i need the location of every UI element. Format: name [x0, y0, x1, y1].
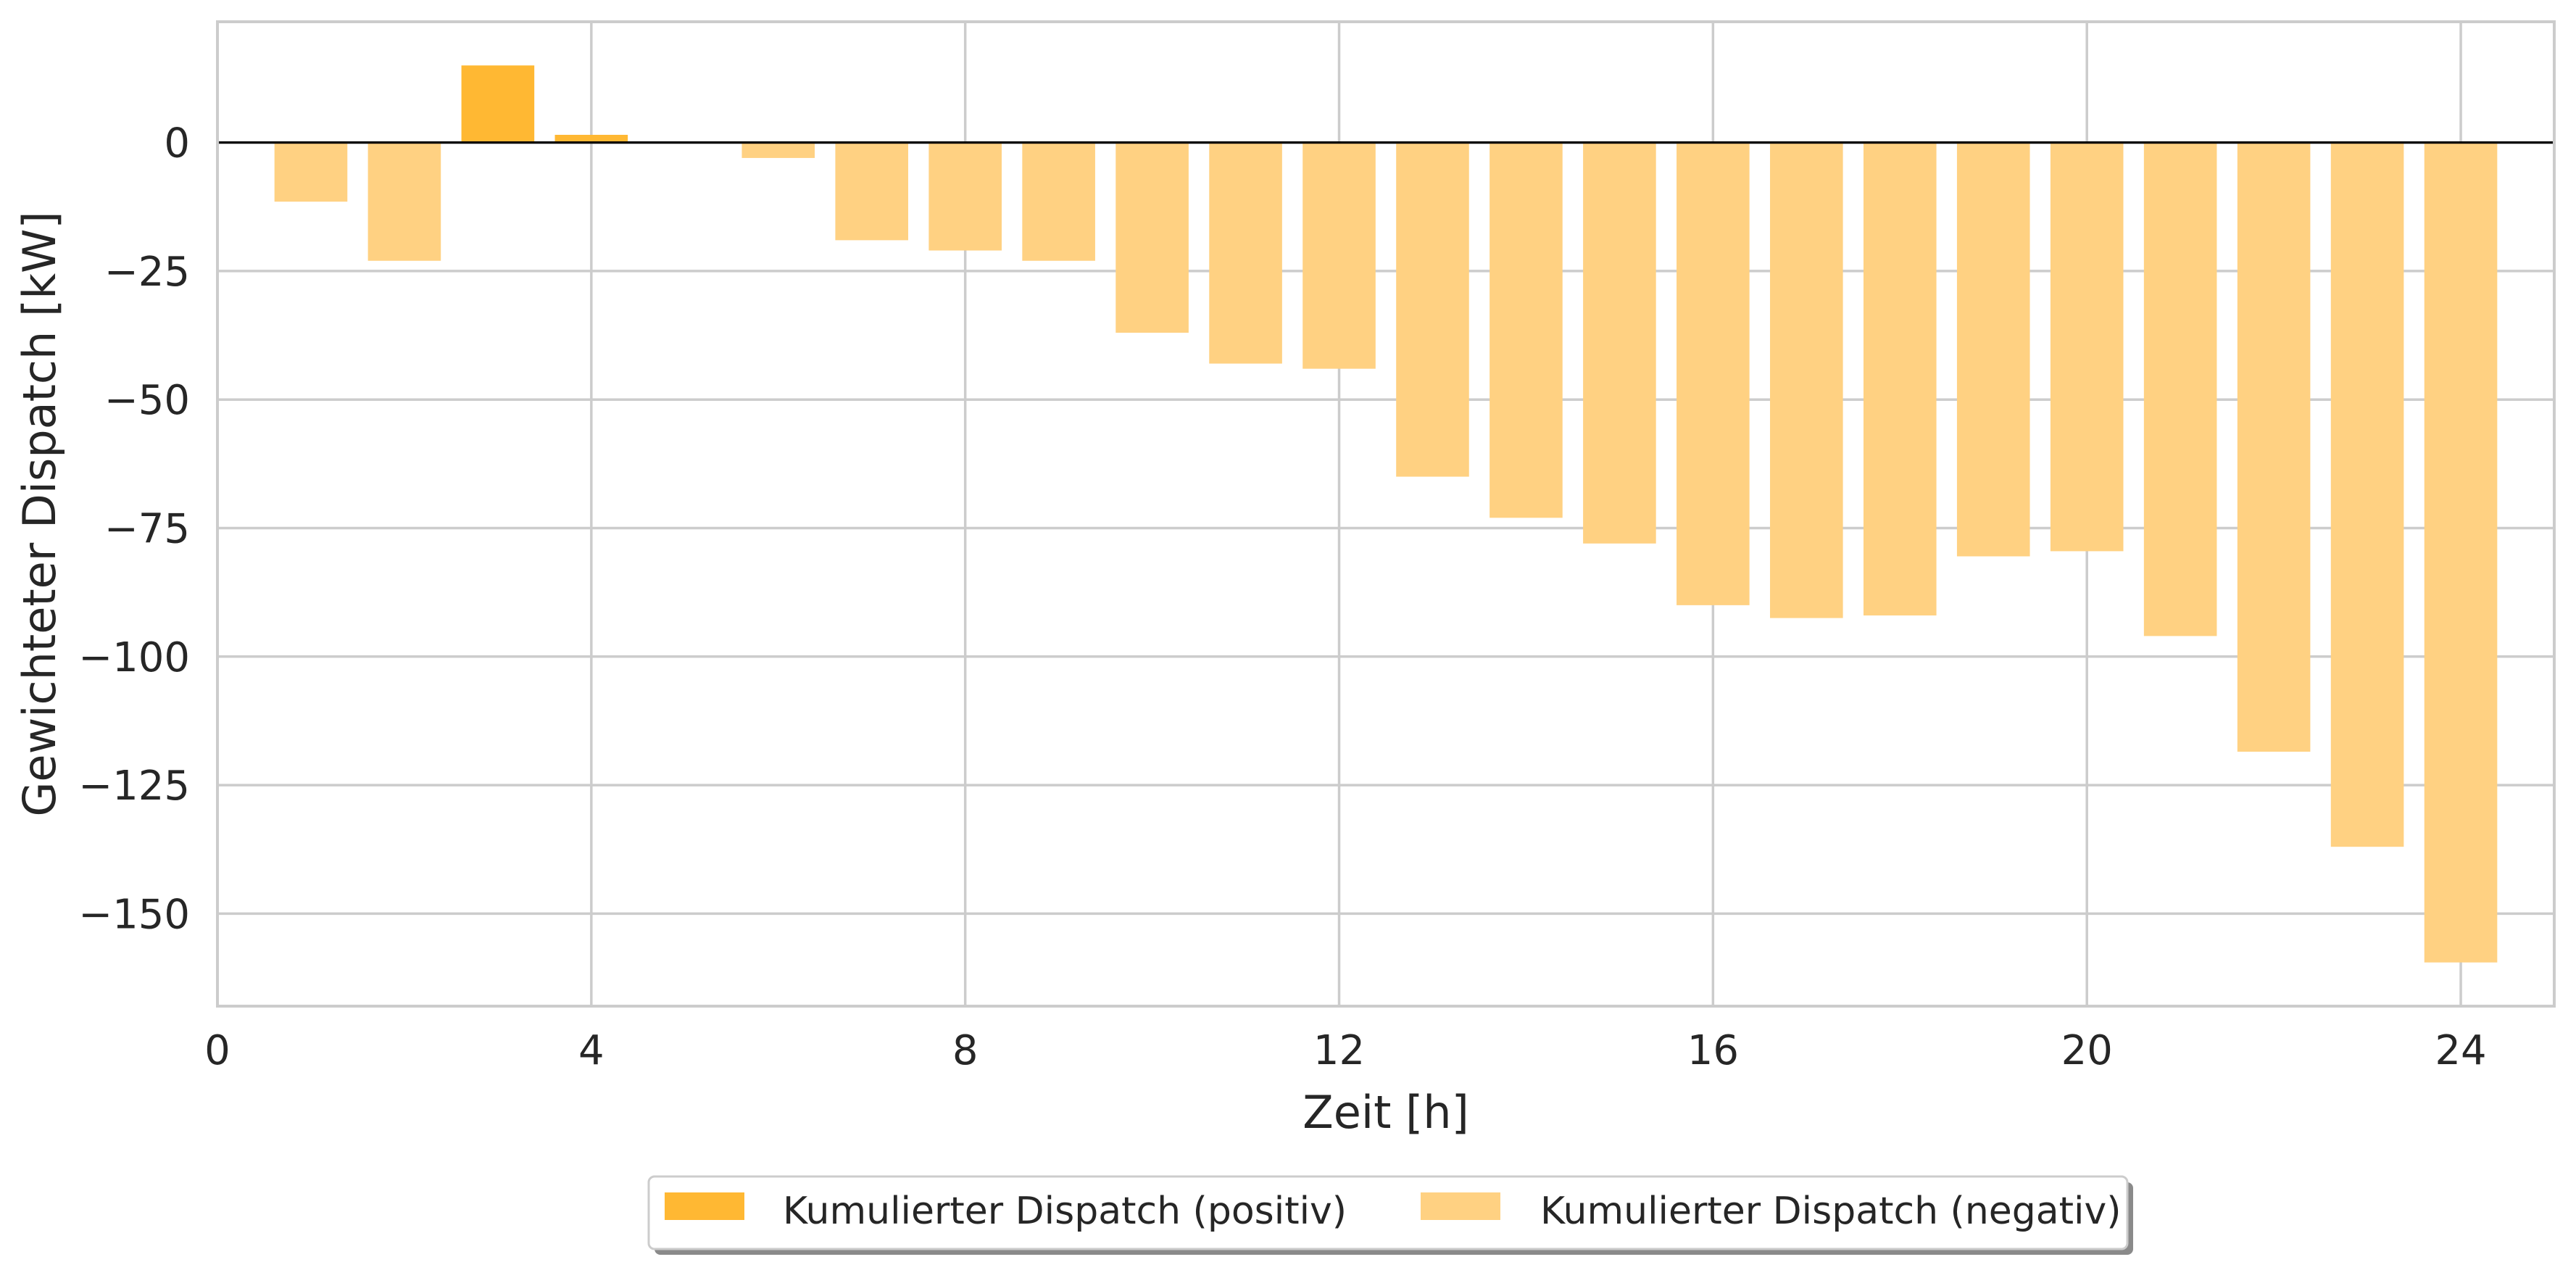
- bar-positive: [461, 65, 535, 143]
- bar-negative: [1022, 142, 1095, 261]
- legend-label-positive: Kumulierter Dispatch (positiv): [783, 1190, 1347, 1233]
- tick-labels: 0 4 8 12 16 20 24 0 −25 −50 −75 −100 −125 −150: [78, 120, 2486, 1074]
- y-axis-label: Gewichteter Dispatch [kW]: [13, 211, 66, 816]
- bar-negative: [1396, 142, 1469, 477]
- bar-negative: [1677, 142, 1750, 605]
- bar-negative: [1489, 142, 1563, 518]
- bar-negative: [1115, 142, 1189, 333]
- y-tick-label: −75: [104, 506, 190, 553]
- legend: Kumulierter Dispatch (positiv) Kumuliert…: [647, 1175, 2133, 1255]
- y-tick-label: 0: [164, 120, 190, 167]
- x-tick-label: 8: [952, 1027, 979, 1074]
- y-tick-label: −150: [78, 891, 190, 938]
- bar-negative: [1209, 142, 1282, 364]
- plot-frame: [216, 20, 2556, 1008]
- bar-negative: [2237, 142, 2311, 752]
- x-tick-label: 16: [1687, 1027, 1739, 1074]
- y-tick-label: −100: [78, 634, 190, 681]
- bar-negative: [928, 142, 1002, 251]
- bar-negative: [1956, 142, 2030, 557]
- bar-negative: [2424, 142, 2498, 963]
- legend-swatch-positive: [665, 1192, 744, 1220]
- legend-box: [647, 1175, 2129, 1250]
- bar-negative: [1863, 142, 1937, 616]
- bar-negative: [2050, 142, 2124, 552]
- x-tick-label: 4: [578, 1027, 604, 1074]
- bar-negative: [274, 142, 348, 202]
- x-tick-label: 12: [1313, 1027, 1365, 1074]
- bar-negative: [2143, 142, 2217, 636]
- bar-negative: [835, 142, 909, 241]
- x-tick-label: 20: [2061, 1027, 2113, 1074]
- bar-positive: [554, 135, 628, 143]
- x-axis-label: Zeit [h]: [1302, 1086, 1469, 1139]
- bar-negative: [1302, 142, 1376, 369]
- bar-negative: [367, 142, 441, 261]
- bar-negative: [1583, 142, 1656, 544]
- legend-label-negative: Kumulierter Dispatch (negativ): [1540, 1190, 2122, 1233]
- x-tick-label: 24: [2435, 1027, 2486, 1074]
- bar-negative: [2330, 142, 2404, 847]
- y-tick-label: −25: [104, 249, 190, 296]
- bar-negative: [741, 142, 815, 158]
- y-tick-label: −125: [78, 763, 190, 810]
- x-tick-label: 0: [204, 1027, 230, 1074]
- bar-negative: [1770, 142, 1843, 618]
- bars: [274, 65, 2498, 963]
- y-tick-label: −50: [104, 377, 190, 424]
- legend-swatch-negative: [1421, 1192, 1500, 1220]
